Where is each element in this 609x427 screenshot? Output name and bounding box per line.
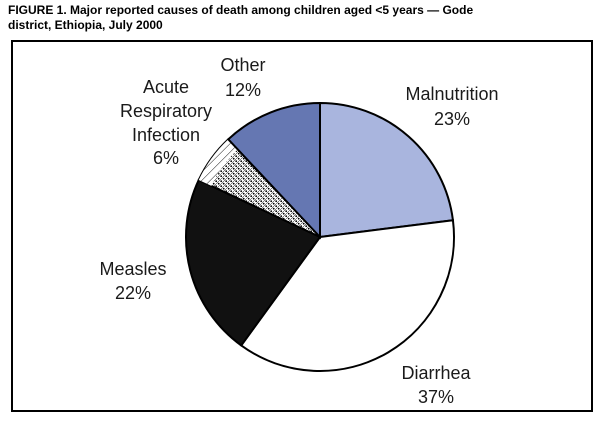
figure-title-line-2: district, Ethiopia, July 2000 (8, 18, 163, 32)
pie-slice-other (226, 101, 321, 240)
label-ari-line-1: Acute (143, 77, 189, 97)
value-measles: 22% (115, 283, 151, 303)
value-malnutrition: 23% (434, 109, 470, 129)
label-diarrhea: Diarrhea (401, 363, 471, 383)
chart-frame (11, 40, 593, 412)
label-other: Other (220, 55, 265, 75)
value-ari: 6% (153, 148, 179, 168)
pie-slice-malnutrition (319, 101, 455, 239)
pie-slice-hatch-band (198, 139, 238, 186)
figure-title: FIGURE 1. Major reported causes of death… (8, 3, 603, 33)
label-malnutrition: Malnutrition (405, 84, 498, 104)
value-other: 12% (225, 80, 261, 100)
label-measles: Measles (99, 259, 166, 279)
figure-title-line-1: FIGURE 1. Major reported causes of death… (8, 3, 474, 17)
value-diarrhea: 37% (418, 387, 454, 407)
label-ari-line-2: Respiratory (120, 101, 212, 121)
label-ari-line-3: Infection (132, 125, 200, 145)
pie-slice-diarrhea (239, 219, 455, 372)
